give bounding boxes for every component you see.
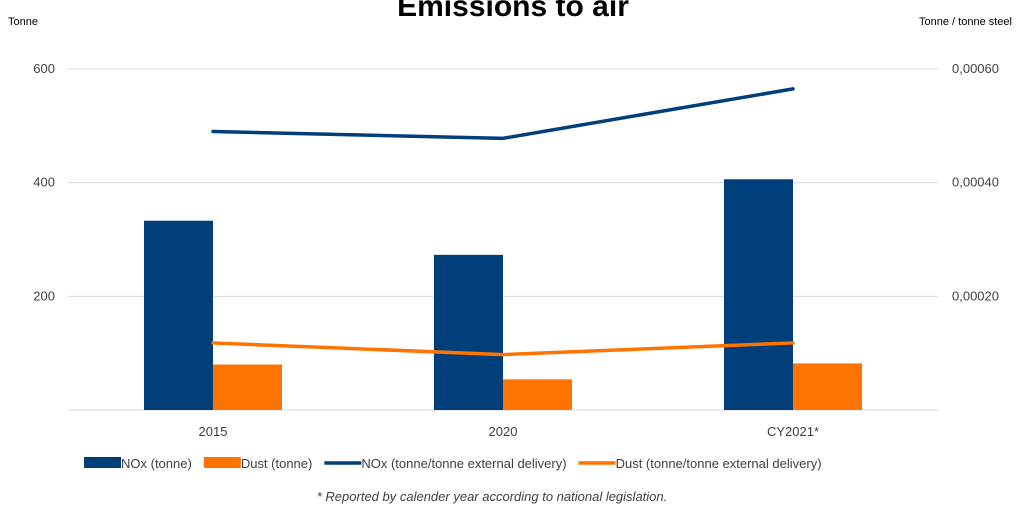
footnote: * Reported by calender year according to… (317, 489, 668, 504)
line-dust (211, 341, 795, 357)
line-nox (211, 87, 795, 141)
right-tick-label: 0,00040 (952, 175, 999, 190)
axis-ticks: 200 0,00020 400 0,00040 600 0,00060 2015 2020 CY… (33, 61, 999, 439)
legend-swatch (203, 457, 241, 468)
left-tick-label: 400 (33, 175, 55, 190)
x-tick-label: 2020 (489, 424, 518, 439)
bars (144, 179, 862, 410)
legend-item: NOx (tonne) (84, 456, 192, 471)
bar-dust (503, 379, 572, 410)
right-axis-title: Tonne / tonne steel (919, 16, 1012, 28)
bar-nox (144, 220, 213, 410)
bar-dust (213, 364, 282, 410)
legend: NOx (tonne) Dust (tonne) NOx (tonne/tonne … (84, 456, 822, 471)
right-tick-label: 0,00020 (952, 288, 999, 303)
x-tick-label: 2015 (199, 424, 228, 439)
bar-nox (434, 254, 503, 410)
series-lines (211, 87, 795, 357)
legend-swatch (84, 457, 121, 468)
legend-item: NOx (tonne/tonne external delivery) (324, 456, 567, 471)
legend-label: Dust (tonne/tonne external delivery) (616, 456, 822, 471)
chart-title: Emissions to air (397, 0, 629, 23)
x-tick-label: CY2021* (767, 424, 819, 439)
legend-item: Dust (tonne/tonne external delivery) (578, 456, 822, 471)
left-tick-label: 200 (33, 288, 55, 303)
right-tick-label: 0,00060 (952, 61, 999, 76)
left-tick-label: 600 (33, 61, 55, 76)
legend-label: Dust (tonne) (241, 456, 313, 471)
bar-dust (793, 363, 862, 410)
bar-nox (724, 179, 793, 410)
legend-label: NOx (tonne/tonne external delivery) (361, 456, 566, 471)
legend-item: Dust (tonne) (203, 456, 313, 471)
left-axis-title: Tonne (8, 16, 38, 28)
legend-label: NOx (tonne) (121, 456, 192, 471)
